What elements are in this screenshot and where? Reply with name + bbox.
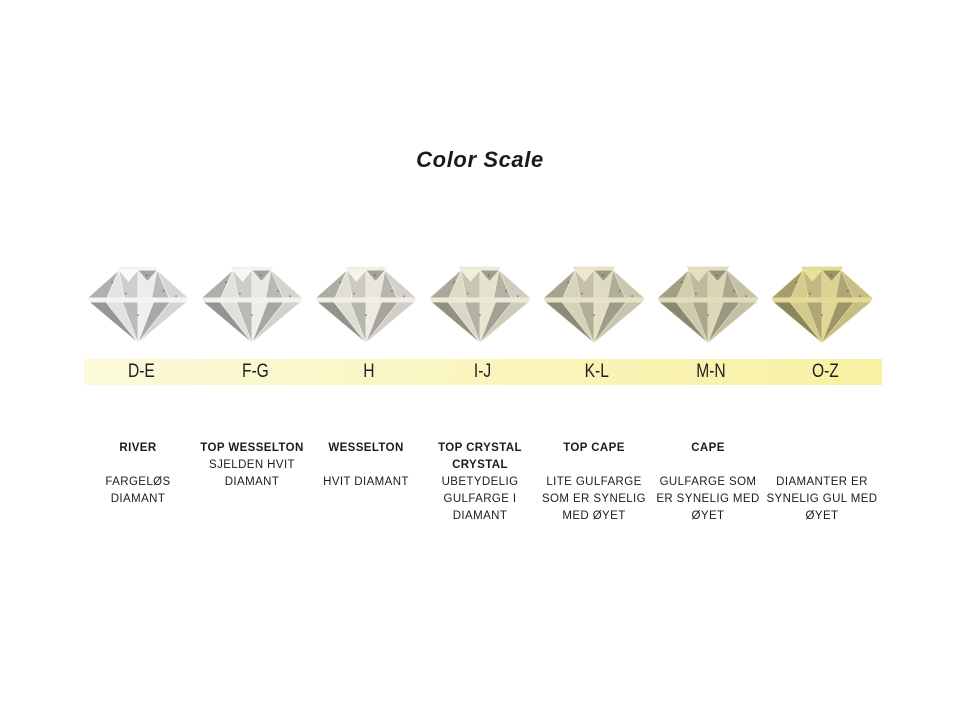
description-cell: TOP WESSELTON SJELDEN HVIT DIAMANT	[195, 440, 309, 530]
grade-label: M-N	[696, 361, 726, 382]
grade-band-cell: D-E	[84, 359, 198, 385]
grade-label: I-J	[474, 361, 492, 382]
column-description-line: GULFARGE SOM	[659, 476, 757, 488]
description-cell: WESSELTON HVIT DIAMANT	[309, 440, 423, 530]
column-description: DIAMANTER ER SYNELIG GUL MED ØYET	[759, 474, 885, 525]
column-description-line: SOM ER SYNELIG	[541, 493, 646, 505]
description-cell: TOP CRYSTAL CRYSTAL UBETYDELIG GULFARGE I DI…	[423, 440, 537, 530]
column-name: TOP WESSELTON	[191, 440, 313, 457]
description-cell: DIAMANTER ER SYNELIG GUL MED ØYET	[765, 440, 879, 530]
description-cell: CAPE GULFARGE SOM ER SYNELIG MED ØYET	[651, 440, 765, 530]
column-description-line: SJELDEN HVIT	[209, 459, 295, 471]
grade-label: F-G	[241, 361, 269, 382]
column-description-line: DIAMANT	[224, 476, 280, 488]
diamond-icon	[771, 266, 873, 344]
grade-band-cell: F-G	[198, 359, 312, 385]
diamond-icon	[657, 266, 759, 344]
column-name-line: TOP CRYSTAL	[438, 442, 522, 454]
diamond-cell	[651, 263, 765, 350]
column-description: SJELDEN HVIT DIAMANT	[189, 457, 315, 491]
column-description-line: DIAMANTER ER	[776, 476, 868, 488]
description-cell: TOP CAPE LITE GULFARGE SOM ER SYNELIG MED Ø…	[537, 440, 651, 530]
column-name-line: WESSELTON	[328, 442, 404, 454]
column-description-line: ØYET	[805, 510, 839, 522]
diamond-icon	[315, 266, 417, 344]
diamond-cell	[81, 263, 195, 350]
column-name-line: CRYSTAL	[452, 459, 508, 471]
diamond-cell	[309, 263, 423, 350]
diamond-cell	[537, 263, 651, 350]
column-description-line: UBETYDELIG	[441, 476, 519, 488]
column-description-line: ØYET	[691, 510, 725, 522]
grade-band-cell: I-J	[426, 359, 540, 385]
grade-label: K-L	[584, 361, 610, 382]
column-description: UBETYDELIG GULFARGE I DIAMANT	[417, 474, 543, 525]
diamond-icon	[201, 266, 303, 344]
grade-label: O-Z	[811, 361, 839, 382]
column-description-line: GULFARGE I	[443, 493, 517, 505]
grade-scale-band: D-E F-G H I-J K-L M-N O-Z	[84, 359, 882, 385]
column-description-line: LITE GULFARGE	[546, 476, 642, 488]
description-row: RIVER FARGELØS DIAMANT TOP WESSELTON SJELDEN…	[81, 440, 879, 530]
column-description-line: DIAMANT	[452, 510, 508, 522]
column-name-line: RIVER	[119, 442, 157, 454]
diamond-icon	[543, 266, 645, 344]
page-title: Color Scale	[416, 147, 544, 172]
diamond-icon	[429, 266, 531, 344]
column-description: HVIT DIAMANT	[303, 474, 429, 491]
column-name: TOP CAPE	[533, 440, 655, 457]
diamond-cell	[423, 263, 537, 350]
grade-label: D-E	[127, 361, 155, 382]
grade-band-cell: H	[312, 359, 426, 385]
column-name-line: TOP CAPE	[563, 442, 625, 454]
diamond-cell	[765, 263, 879, 350]
column-name: TOP CRYSTAL CRYSTAL	[419, 440, 541, 474]
column-name: CAPE	[647, 440, 769, 457]
column-description: GULFARGE SOM ER SYNELIG MED ØYET	[645, 474, 771, 525]
column-name-line: TOP WESSELTON	[200, 442, 304, 454]
column-description-line: HVIT DIAMANT	[323, 476, 409, 488]
grade-band-cell: O-Z	[768, 359, 882, 385]
diamond-row	[81, 263, 879, 350]
column-description-line: SYNELIG GUL MED	[766, 493, 878, 505]
column-name: RIVER	[77, 440, 199, 457]
column-description: LITE GULFARGE SOM ER SYNELIG MED ØYET	[531, 474, 657, 525]
grade-label: H	[363, 361, 375, 382]
column-description-line: DIAMANT	[110, 493, 166, 505]
column-name-line: CAPE	[691, 442, 725, 454]
grade-band-cell: M-N	[654, 359, 768, 385]
diamond-icon	[87, 266, 189, 344]
column-name: WESSELTON	[305, 440, 427, 457]
grade-band-cell: K-L	[540, 359, 654, 385]
diamond-cell	[195, 263, 309, 350]
column-description-line: ER SYNELIG MED	[656, 493, 760, 505]
column-description: FARGELØS DIAMANT	[75, 474, 201, 508]
column-description-line: FARGELØS	[105, 476, 171, 488]
column-description-line: MED ØYET	[562, 510, 626, 522]
description-cell: RIVER FARGELØS DIAMANT	[81, 440, 195, 530]
